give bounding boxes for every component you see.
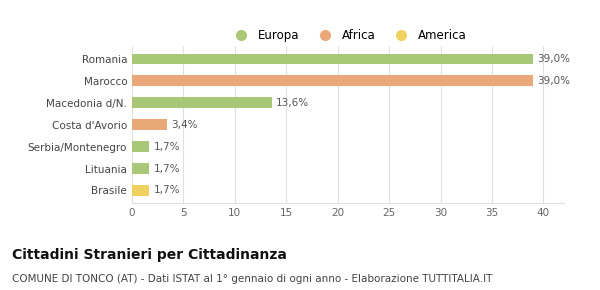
Text: 1,7%: 1,7% — [154, 185, 180, 195]
Bar — [132, 163, 149, 174]
Text: 3,4%: 3,4% — [171, 120, 197, 130]
Legend: Europa, Africa, America: Europa, Africa, America — [224, 24, 472, 47]
Text: 39,0%: 39,0% — [537, 76, 570, 86]
Bar — [132, 119, 167, 130]
Text: 1,7%: 1,7% — [154, 164, 180, 173]
Text: 39,0%: 39,0% — [537, 54, 570, 64]
Text: COMUNE DI TONCO (AT) - Dati ISTAT al 1° gennaio di ogni anno - Elaborazione TUTT: COMUNE DI TONCO (AT) - Dati ISTAT al 1° … — [12, 274, 493, 284]
Bar — [132, 97, 272, 108]
Bar — [132, 75, 533, 86]
Bar — [132, 54, 533, 64]
Text: 13,6%: 13,6% — [276, 98, 309, 108]
Text: Cittadini Stranieri per Cittadinanza: Cittadini Stranieri per Cittadinanza — [12, 248, 287, 262]
Bar — [132, 141, 149, 152]
Text: 1,7%: 1,7% — [154, 142, 180, 152]
Bar — [132, 185, 149, 196]
